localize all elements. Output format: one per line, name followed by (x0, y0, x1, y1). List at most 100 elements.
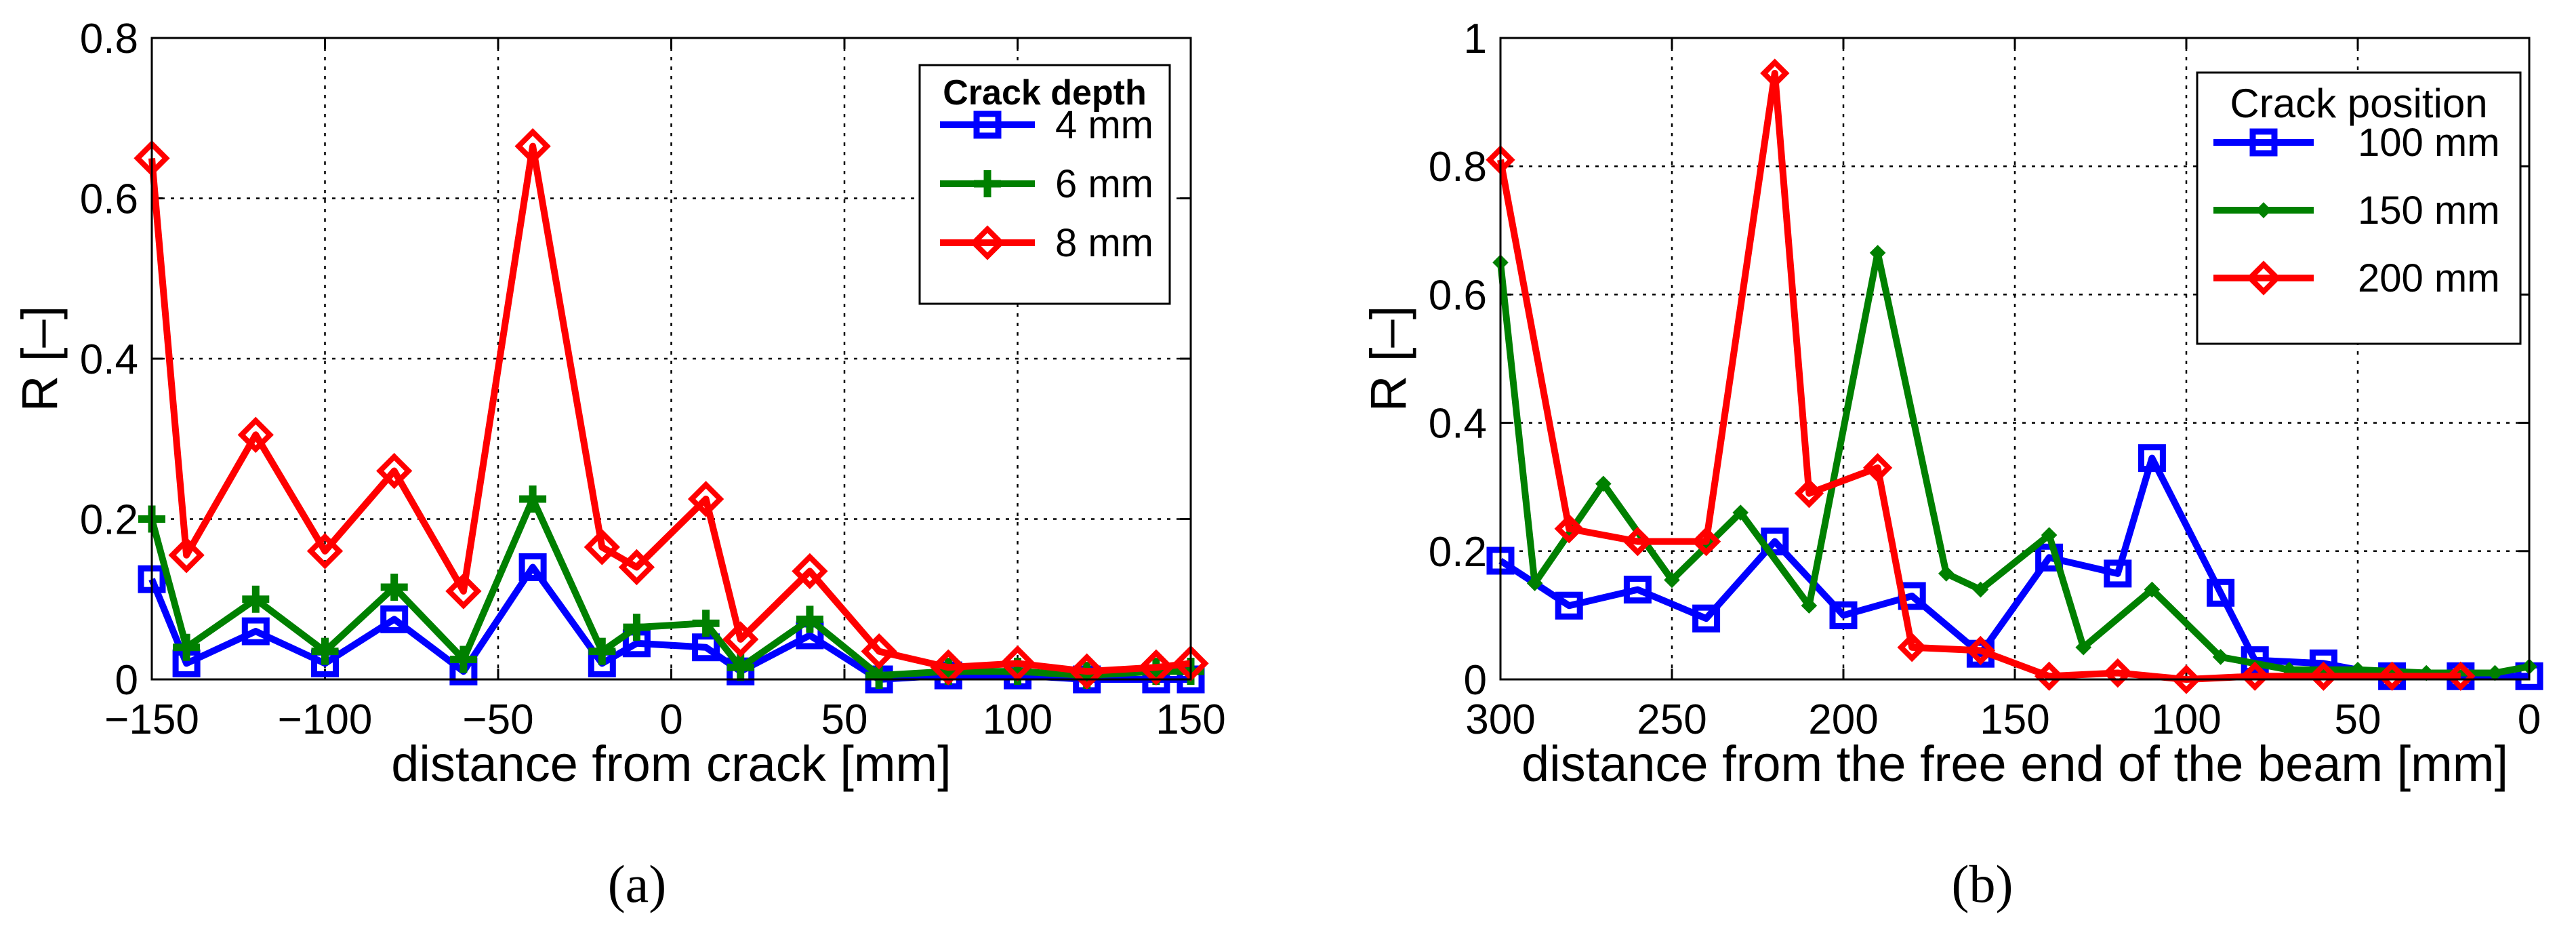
y-tick-label: 0.6 (1429, 272, 1487, 319)
legend-title: Crack depth (943, 73, 1147, 113)
legend-marker (2246, 260, 2281, 296)
data-point (2240, 661, 2270, 691)
y-tick-label: 0 (115, 657, 138, 704)
x-tick-label: 0 (659, 696, 682, 743)
axis-ticks: 300 250 200 150 100 50 0 0 0.2 0.4 0.6 0.8 1 (1429, 16, 2541, 743)
y-tick-label: 0 (1464, 657, 1487, 704)
series-line (1497, 70, 2461, 683)
data-point (237, 416, 274, 453)
data-point (2138, 444, 2166, 473)
legend-marker (2249, 128, 2278, 157)
data-point (692, 610, 720, 637)
legend-item: 150 mm (2213, 188, 2500, 233)
y-tick-label: 0.6 (80, 176, 138, 223)
x-tick-label: 100 (2151, 696, 2221, 743)
x-tick-label: 150 (1156, 696, 1225, 743)
data-point (930, 649, 966, 686)
x-tick-label: −150 (104, 696, 199, 743)
data-point (1138, 649, 1174, 686)
x-axis-label: distance from crack [mm] (391, 736, 952, 792)
data-point (727, 654, 754, 681)
data-point (2075, 639, 2092, 656)
series-200-mm (1486, 58, 2476, 694)
x-tick-label: 50 (2335, 696, 2381, 743)
x-tick-label: −100 (278, 696, 373, 743)
y-tick-label: 0.2 (1429, 529, 1487, 576)
data-point (2041, 527, 2058, 543)
plot-frame (1499, 37, 2531, 681)
x-tick-label: 150 (1980, 696, 2049, 743)
data-point (2308, 661, 2339, 691)
data-point (2446, 661, 2476, 691)
figure-caption: (b) (1952, 854, 2013, 913)
data-point (687, 481, 724, 517)
data-point (380, 574, 408, 601)
data-point (1555, 591, 1583, 620)
data-point (1554, 514, 1584, 544)
legend-label: 6 mm (1055, 162, 1153, 206)
data-point (2212, 649, 2229, 665)
data-point (792, 553, 828, 590)
x-tick-label: 100 (983, 696, 1052, 743)
legend-item: 6 mm (940, 162, 1153, 206)
data-point (618, 549, 655, 586)
data-point (173, 633, 201, 661)
legend-marker (974, 170, 1001, 197)
data-point (1862, 453, 1893, 483)
figure-caption: (a) (608, 854, 667, 913)
y-tick-label: 0.8 (80, 16, 138, 62)
data-point (1897, 633, 1927, 662)
data-point (1664, 572, 1680, 589)
data-point (2171, 664, 2201, 694)
data-point (1692, 604, 1721, 633)
data-point (241, 617, 270, 646)
data-point (2035, 543, 2064, 572)
y-tick-label: 0.8 (1429, 144, 1487, 191)
legend-label: 8 mm (1055, 221, 1153, 265)
y-axis-label: R [–] (12, 306, 68, 412)
data-point (2034, 661, 2064, 691)
data-point (1595, 475, 1612, 492)
series-8-mm (134, 127, 1209, 690)
data-point (311, 637, 339, 665)
y-tick-label: 0.4 (80, 336, 138, 383)
x-tick-label: 50 (821, 696, 868, 743)
legend-title: Crack position (2230, 81, 2487, 126)
data-point (380, 605, 409, 633)
data-point (2377, 661, 2407, 691)
data-point (2103, 658, 2133, 688)
data-point (519, 485, 547, 513)
data-point (1623, 576, 1652, 604)
legend-label: 100 mm (2358, 121, 2500, 165)
data-point (2144, 581, 2161, 598)
data-point (623, 614, 651, 641)
data-point (1829, 601, 1858, 629)
data-point (242, 585, 270, 613)
legend-item: 200 mm (2213, 256, 2500, 300)
legend-label: 200 mm (2358, 256, 2500, 300)
data-point (1732, 504, 1749, 521)
data-point (999, 645, 1036, 682)
data-point (584, 529, 620, 565)
legend-label: 4 mm (1055, 103, 1153, 147)
y-axis-label: R [–] (1360, 306, 1416, 412)
data-point (445, 573, 482, 610)
plot-frame (150, 37, 1192, 681)
data-point (376, 452, 413, 490)
data-point (861, 633, 897, 670)
series-line (1497, 249, 2530, 677)
x-tick-label: 250 (1637, 696, 1706, 743)
data-point (1622, 526, 1653, 557)
data-point (1801, 597, 1818, 614)
data-point (168, 537, 205, 574)
x-tick-label: −50 (462, 696, 533, 743)
data-point (306, 533, 344, 570)
legend-item: 8 mm (940, 221, 1153, 265)
data-point (1972, 581, 1989, 598)
y-tick-label: 0.2 (80, 497, 138, 544)
data-point (1965, 635, 1996, 666)
axis-ticks: −150 −100 −50 0 50 100 150 0 0.2 0.4 0.6 0.8 (80, 16, 1226, 743)
